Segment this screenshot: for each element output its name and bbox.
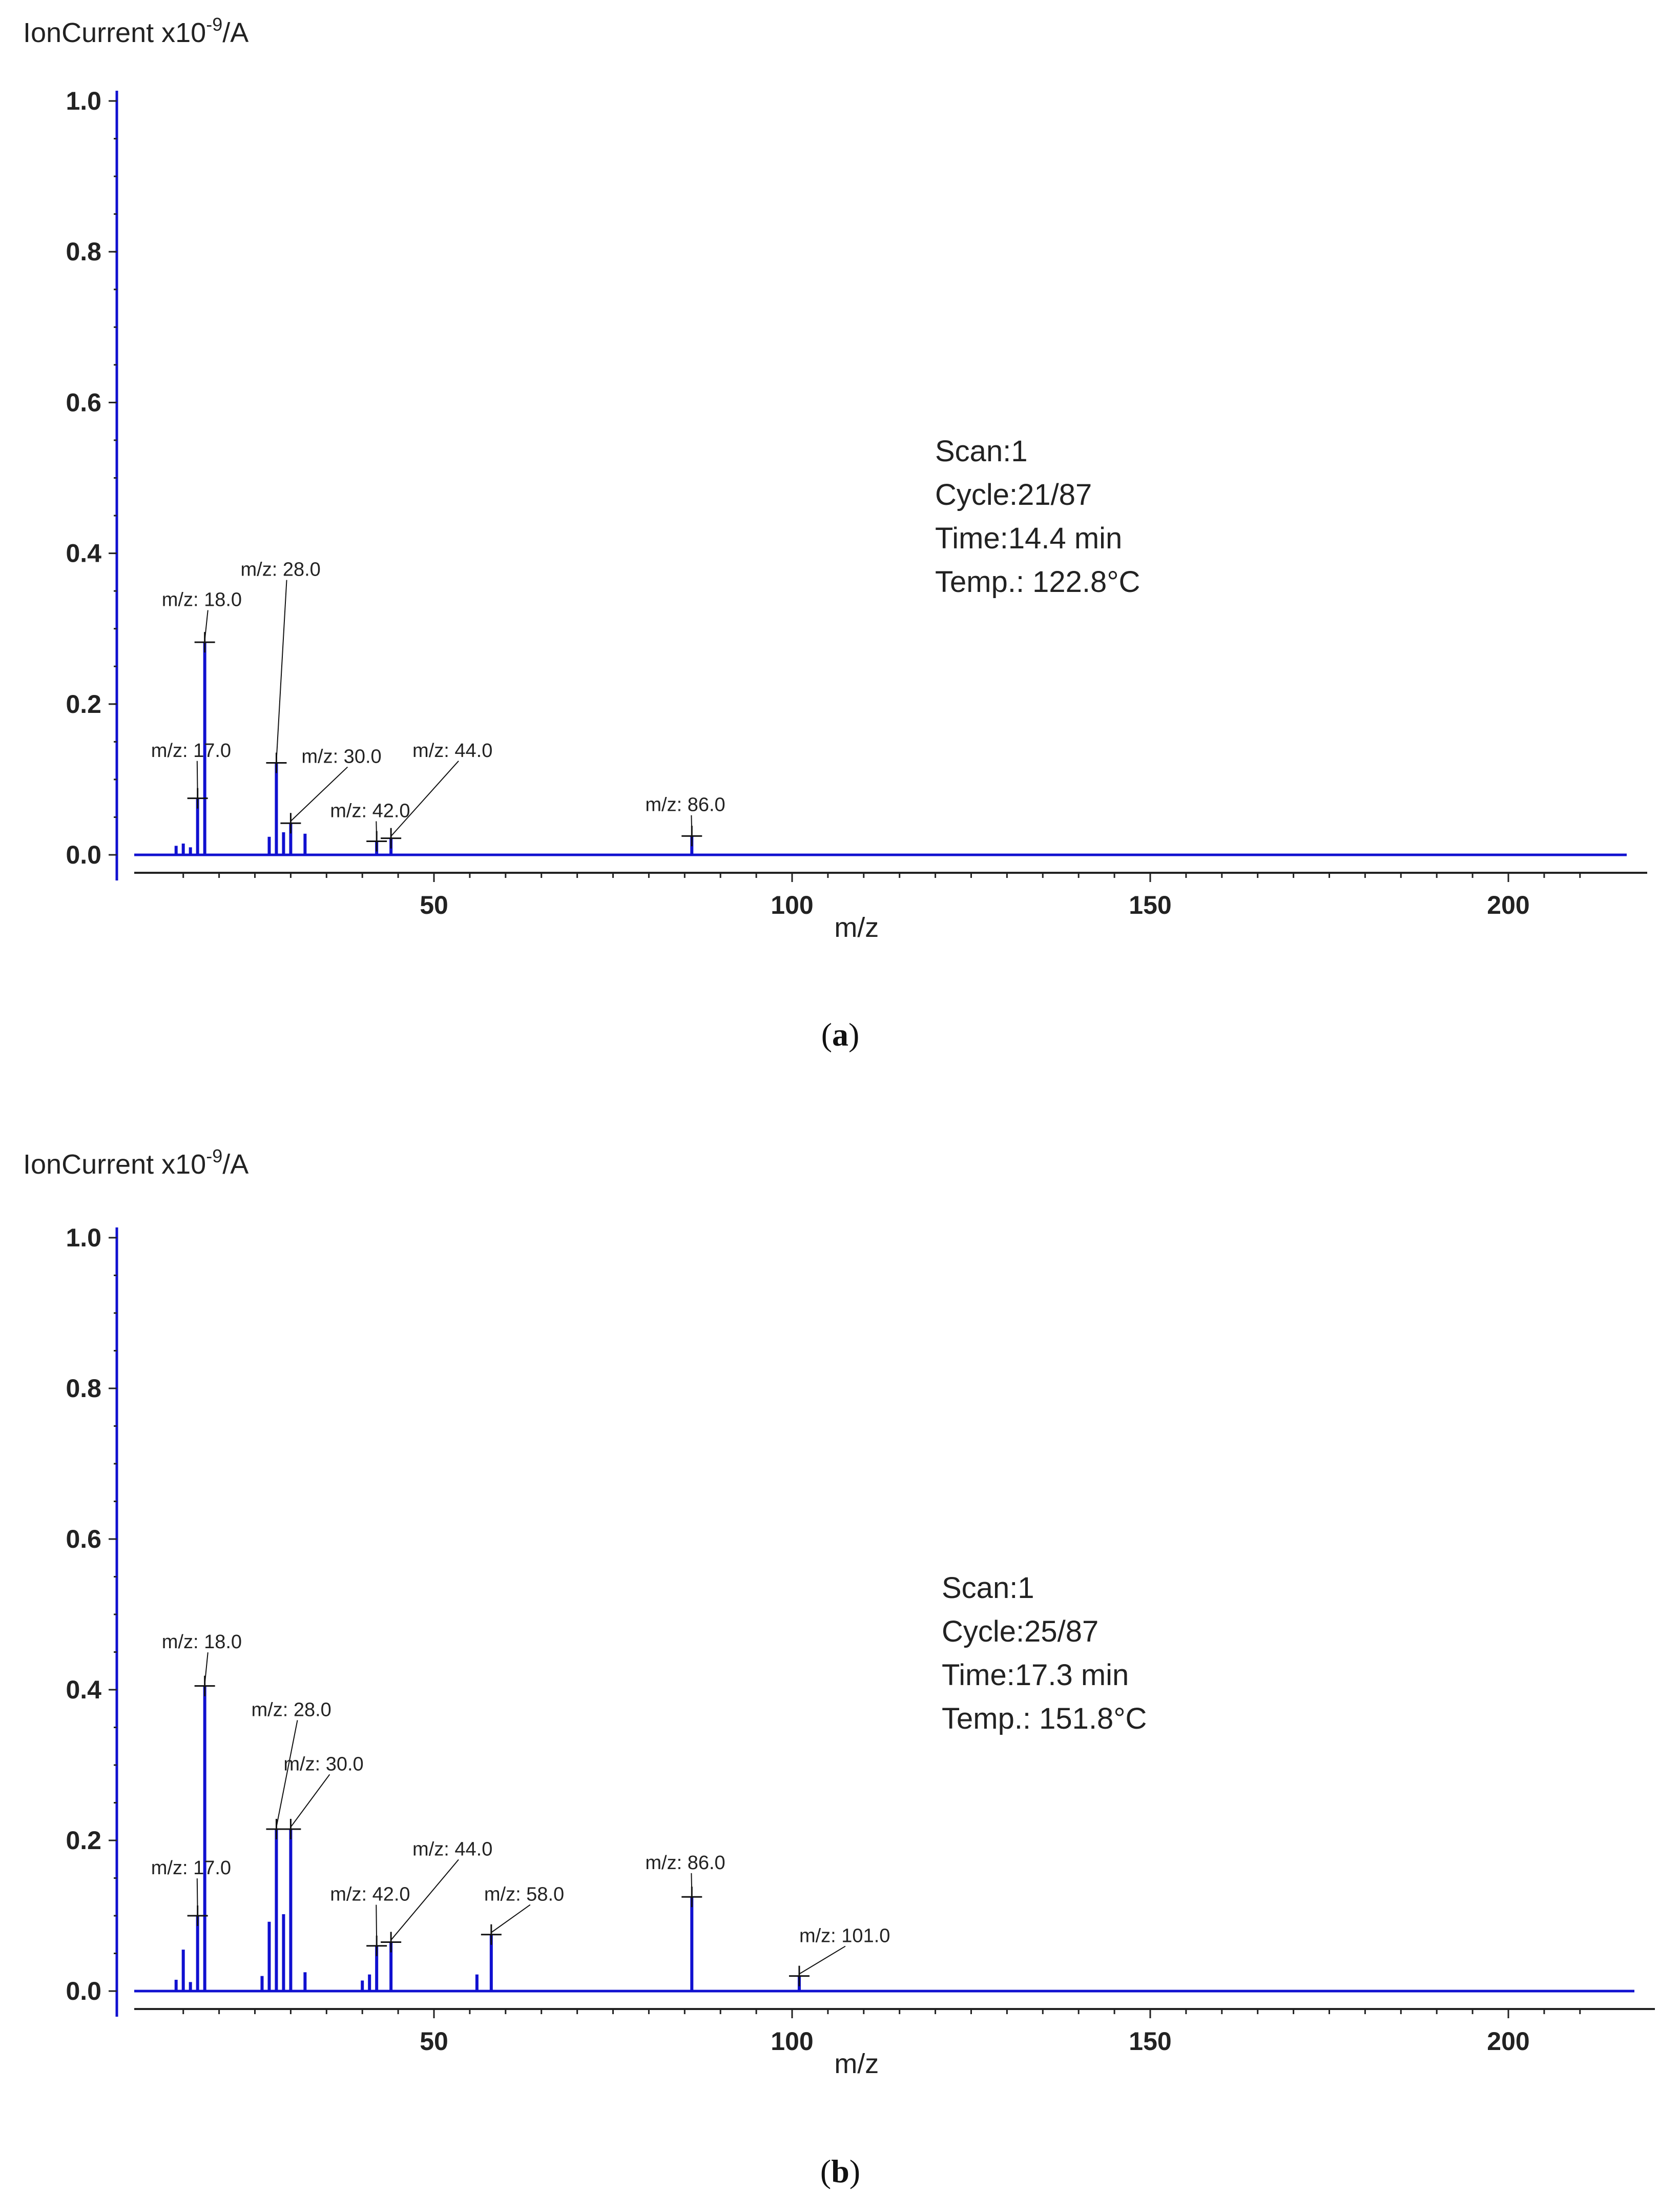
peak-label: m/z: 18.0 — [162, 589, 242, 611]
y-tick-label: 1.0 — [66, 1223, 101, 1252]
peak-label: m/z: 28.0 — [252, 1699, 331, 1720]
peak-label: m/z: 18.0 — [162, 1631, 242, 1653]
y-tick-label: 0.4 — [66, 539, 101, 568]
scan-info-line: Temp.: 122.8°C — [935, 565, 1140, 599]
y-axis-title-base: IonCurrent x10 — [23, 17, 206, 48]
x-axis-title: m/z — [834, 2048, 879, 2079]
y-tick-label: 0.8 — [66, 237, 101, 266]
peak-label: m/z: 101.0 — [799, 1925, 890, 1946]
peak-leader-line — [204, 610, 209, 641]
x-tick-label: 100 — [771, 891, 813, 919]
y-tick-label: 0.8 — [66, 1374, 101, 1403]
panel-caption-close: ) — [849, 2153, 860, 2189]
panel-caption-letter: a — [832, 1016, 848, 1053]
y-axis-title: IonCurrent x10-9/A — [23, 14, 248, 48]
panel-a: IonCurrent x10-9/A 0.0 0.2 0.4 0.6 0.8 1.0 50 10… — [23, 14, 1647, 1053]
peak-leader-line — [276, 580, 287, 761]
peak-label: m/z: 17.0 — [151, 740, 231, 762]
y-tick-label: 0.2 — [66, 690, 101, 719]
peak-leader-line — [376, 1904, 378, 1944]
peak-leader-line — [691, 1873, 693, 1895]
scan-info-line: Time:17.3 min — [942, 1658, 1129, 1692]
y-tick-label: 0.0 — [66, 841, 101, 869]
y-axis-title-base: IonCurrent x10 — [23, 1149, 206, 1180]
peak-leader-line — [196, 761, 198, 796]
y-tick-label: 0.6 — [66, 388, 101, 417]
x-axis-title: m/z — [834, 912, 879, 943]
scan-info-line: Cycle:21/87 — [935, 478, 1092, 511]
y-axis-title-unit: /A — [222, 17, 248, 48]
x-tick-label: 200 — [1487, 2027, 1529, 2056]
panel-b: IonCurrent x10-9/A 0.0 0.2 0.4 0.6 0.8 1.0 50 10… — [23, 1145, 1655, 2189]
peak-leader-line — [691, 815, 693, 834]
peak-leader-line — [196, 1878, 198, 1914]
x-tick-label: 150 — [1129, 891, 1171, 919]
peak-label: m/z: 44.0 — [412, 740, 492, 762]
y-axis-title-exponent: -9 — [206, 14, 222, 35]
peak-leader-line — [390, 761, 459, 837]
peak-label: m/z: 42.0 — [330, 800, 410, 822]
panel-caption-open: ( — [821, 1016, 832, 1053]
x-tick-label: 50 — [420, 891, 448, 919]
peak-label: m/z: 30.0 — [301, 746, 381, 768]
peak-leader-line — [290, 766, 348, 822]
peak-label: m/z: 30.0 — [283, 1753, 363, 1775]
scan-info-line: Time:14.4 min — [935, 522, 1122, 555]
y-axis-title-unit: /A — [222, 1149, 248, 1180]
x-tick-label: 200 — [1487, 891, 1529, 919]
peak-leader-line — [204, 1652, 209, 1684]
peak-label: m/z: 17.0 — [151, 1857, 231, 1879]
x-tick-label: 50 — [420, 2027, 448, 2056]
peak-leader-line — [376, 821, 378, 839]
peak-leader-line — [290, 1774, 330, 1828]
y-tick-label: 0.2 — [66, 1826, 101, 1855]
peak-label: m/z: 58.0 — [484, 1884, 564, 1905]
panel-caption-letter: b — [831, 2153, 849, 2189]
y-axis-title-exponent: -9 — [206, 1145, 222, 1166]
scan-info-line: Temp.: 151.8°C — [942, 1702, 1147, 1735]
panel-caption: (a) — [821, 1016, 860, 1053]
x-tick-label: 150 — [1129, 2027, 1171, 2056]
scan-info-line: Cycle:25/87 — [942, 1615, 1098, 1648]
peak-label: m/z: 44.0 — [412, 1838, 492, 1860]
peak-label: m/z: 86.0 — [645, 1852, 725, 1874]
panel-caption: (b) — [820, 2153, 860, 2189]
y-tick-label: 0.4 — [66, 1675, 101, 1704]
peak-leader-line — [276, 1720, 298, 1828]
x-tick-label: 100 — [771, 2027, 813, 2056]
peak-leader-line — [491, 1904, 531, 1933]
scan-info-line: Scan:1 — [942, 1571, 1034, 1605]
peak-leader-line — [390, 1859, 459, 1941]
panel-caption-close: ) — [848, 1016, 859, 1053]
y-tick-label: 1.0 — [66, 87, 101, 115]
panel-caption-open: ( — [820, 2153, 831, 2189]
y-tick-label: 0.0 — [66, 1977, 101, 2005]
scan-info-line: Scan:1 — [935, 435, 1028, 468]
peak-label: m/z: 42.0 — [330, 1884, 410, 1905]
peak-leader-line — [799, 1945, 846, 1975]
peak-label: m/z: 86.0 — [645, 794, 725, 816]
peak-label: m/z: 28.0 — [241, 559, 321, 581]
y-tick-label: 0.6 — [66, 1525, 101, 1553]
y-axis-title: IonCurrent x10-9/A — [23, 1145, 248, 1180]
